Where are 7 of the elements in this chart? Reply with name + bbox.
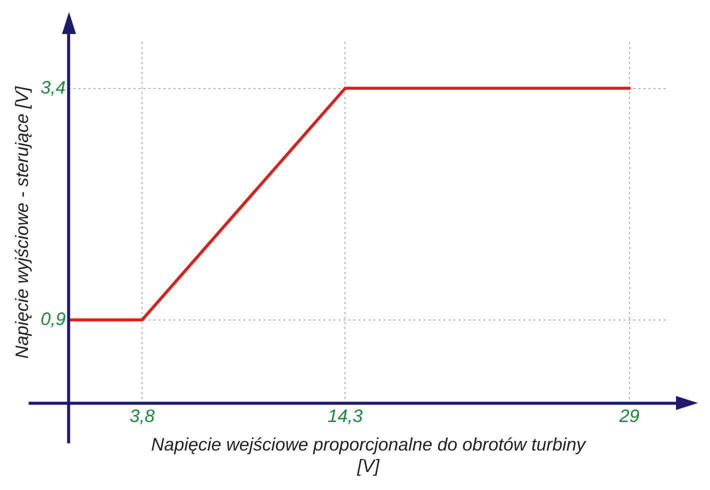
x-axis-title: Napięcie wejściowe proporcjonalne do obrotów turbiny [V]	[151, 434, 586, 476]
y-tick-label: 3,4	[40, 77, 66, 98]
x-tick-label: 14,3	[328, 406, 363, 426]
x-tick-label: 29	[618, 406, 640, 426]
y-tick-label: 0,9	[40, 308, 66, 329]
y-axis-title: Napięcie wyjściowe - sterujące [V]	[12, 86, 32, 359]
x-tick-label: 3,8	[130, 406, 155, 426]
